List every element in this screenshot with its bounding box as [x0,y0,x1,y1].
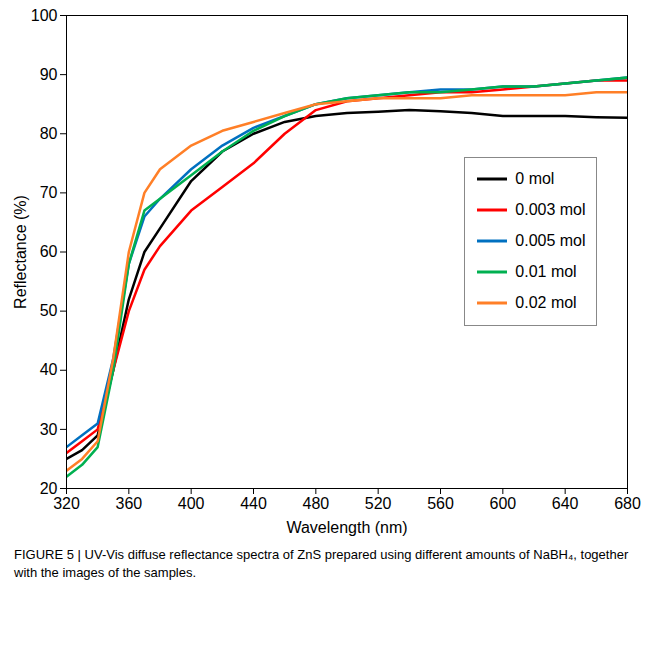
svg-text:40: 40 [40,361,58,378]
svg-text:80: 80 [40,125,58,142]
svg-text:100: 100 [31,7,58,24]
svg-text:30: 30 [40,420,58,437]
svg-text:Wavelength (nm): Wavelength (nm) [286,519,407,536]
svg-text:90: 90 [40,66,58,83]
html-text:FIGURE 5 | UV-Vis diffuse refl: FIGURE 5 | UV-Vis diffuse reflectance sp… [14,547,629,580]
svg-text:600: 600 [489,495,516,512]
svg-text:320: 320 [53,495,80,512]
svg-text:440: 440 [240,495,267,512]
svg-text:Reflectance (%): Reflectance (%) [12,195,29,309]
html-text:0.01 mol: 0.01 mol [515,263,577,281]
svg-text:480: 480 [302,495,329,512]
svg-text:20: 20 [39,479,58,497]
html-text:0.005 mol: 0.005 mol [515,232,586,250]
svg-text:360: 360 [115,495,142,512]
svg-text:520: 520 [365,495,392,512]
svg-text:50: 50 [40,302,58,319]
svg-text:70: 70 [40,184,58,201]
html-text:0.02 mol: 0.02 mol [515,294,577,312]
html-text:0 mol: 0 mol [515,170,555,188]
svg-text:400: 400 [178,495,205,512]
svg-text:640: 640 [552,495,579,512]
svg-text:680: 680 [614,495,641,512]
svg-text:60: 60 [40,243,58,260]
svg-text:560: 560 [427,495,454,512]
html-text:0.003 mol: 0.003 mol [515,201,586,219]
